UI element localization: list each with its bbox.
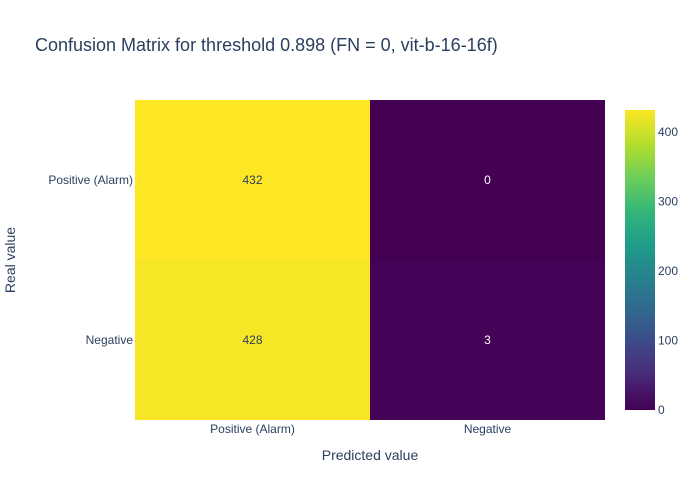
cell-value-label: 432 bbox=[242, 173, 262, 187]
cell-value-label: 3 bbox=[484, 333, 491, 347]
colorbar-tick-label: 200 bbox=[658, 264, 678, 278]
x-tick-label: Positive (Alarm) bbox=[210, 422, 295, 436]
colorbar-tick-label: 300 bbox=[658, 195, 678, 209]
colorbar-tick-label: 400 bbox=[658, 125, 678, 139]
x-axis-title: Predicted value bbox=[322, 447, 419, 463]
cell-value-label: 0 bbox=[484, 173, 491, 187]
colorbar bbox=[625, 110, 655, 410]
heatmap-cell bbox=[135, 260, 370, 420]
y-axis-title: Real value bbox=[2, 227, 18, 293]
colorbar-tick-label: 0 bbox=[658, 403, 665, 417]
cell-value-label: 428 bbox=[242, 333, 262, 347]
y-tick-label: Positive (Alarm) bbox=[48, 173, 133, 187]
chart-title: Confusion Matrix for threshold 0.898 (FN… bbox=[35, 35, 498, 55]
colorbar-tick-label: 100 bbox=[658, 334, 678, 348]
heatmap-cell bbox=[135, 100, 370, 260]
colorbar-ticks: 0 100 200 300 400 bbox=[658, 125, 678, 417]
cell-value-labels: 432 0 428 3 bbox=[242, 173, 491, 347]
heatmap-cell bbox=[370, 260, 605, 420]
heatmap-cell bbox=[370, 100, 605, 260]
x-tick-label: Negative bbox=[464, 422, 512, 436]
y-tick-label: Negative bbox=[86, 333, 134, 347]
y-axis-ticks: Positive (Alarm) Negative bbox=[48, 173, 133, 347]
x-axis-ticks: Positive (Alarm) Negative bbox=[210, 422, 511, 436]
heatmap-cells bbox=[135, 100, 605, 420]
